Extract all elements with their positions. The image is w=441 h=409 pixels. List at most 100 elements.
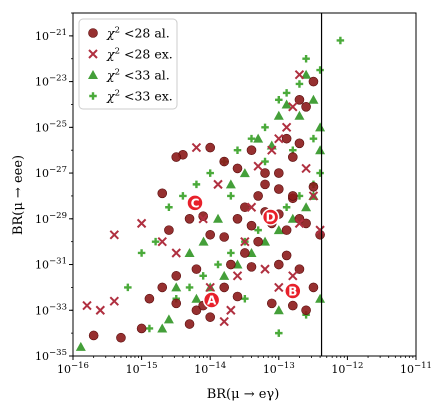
circle-marker	[288, 300, 298, 311]
axis-ticks: 10−16 10−15 10−14 10−13 10−12 10−11 10−35 10−33…	[35, 12, 432, 376]
plus-marker	[89, 92, 97, 100]
y-tick-label: 10−31	[35, 257, 67, 272]
legend-label: χ2 <33 al.	[106, 68, 170, 83]
circle-marker	[294, 94, 305, 105]
circle-marker	[232, 291, 243, 302]
annotation-label: D	[266, 210, 276, 224]
y-tick-label: 10−21	[35, 28, 67, 43]
triangle-marker	[239, 168, 250, 178]
x-tick-label: 10−16	[57, 361, 89, 376]
annotation-badge	[284, 282, 302, 300]
plus-marker	[179, 192, 187, 200]
y-axis-label: BR(μ → eee)	[11, 155, 26, 235]
circle-marker	[253, 236, 263, 247]
x-marker	[294, 218, 305, 229]
plus-marker	[302, 54, 310, 63]
triangle-marker	[301, 202, 312, 212]
circle-marker	[171, 152, 182, 162]
x-marker	[294, 70, 305, 80]
triangle-marker	[163, 314, 174, 324]
circle-marker	[88, 28, 98, 38]
triangle-marker	[294, 110, 305, 120]
circle-marker	[191, 264, 202, 274]
plus-marker	[165, 203, 173, 211]
plus-marker	[336, 36, 345, 45]
plus-marker	[295, 80, 304, 88]
x-marker	[136, 218, 147, 229]
circle-marker	[171, 271, 182, 281]
triangle-marker	[75, 341, 86, 351]
x-marker	[213, 179, 223, 190]
x-marker	[198, 214, 208, 224]
plus-marker	[124, 283, 132, 292]
series-3	[75, 69, 326, 351]
circle-marker	[260, 168, 270, 178]
circle-marker	[164, 225, 174, 235]
x-marker	[288, 102, 298, 112]
plus-marker	[254, 226, 262, 234]
x-marker	[171, 248, 181, 258]
plus-marker	[309, 134, 318, 143]
legend-entry: χ2 <28 ex.	[88, 47, 173, 62]
circle-marker	[240, 202, 250, 213]
triangle-marker	[198, 236, 209, 246]
circle-marker	[288, 152, 298, 162]
x-tick-label: 10−14	[194, 361, 226, 376]
x-marker	[88, 49, 98, 59]
x-tick-label: 10−13	[263, 361, 295, 376]
circle-marker	[232, 214, 243, 224]
legend-label: χ2 <28 ex.	[106, 47, 173, 62]
x-marker	[308, 191, 319, 201]
x-marker	[260, 264, 270, 274]
legend-label: χ2 <33 ex.	[106, 89, 173, 104]
circle-marker	[273, 259, 284, 270]
circle-marker	[116, 332, 126, 343]
y-tick-label: 10−35	[35, 348, 67, 363]
circle-marker	[184, 214, 195, 224]
triangle-marker	[171, 282, 182, 292]
plus-marker	[185, 283, 194, 292]
series-2	[82, 70, 325, 327]
circle-marker	[205, 312, 215, 322]
plot-frame	[72, 12, 417, 357]
circle-marker	[232, 163, 243, 174]
circle-marker	[294, 264, 305, 274]
triangle-marker	[315, 145, 326, 155]
x-marker	[274, 282, 284, 293]
circle-marker	[219, 156, 230, 167]
circle-marker	[205, 142, 215, 153]
legend-label: χ2 <28 al.	[106, 26, 170, 41]
circle-marker	[308, 76, 319, 87]
y-tick-label: 10−29	[35, 211, 67, 226]
x-marker	[109, 230, 120, 240]
circle-marker	[157, 282, 168, 293]
annotation-label: C	[191, 196, 200, 210]
plus-marker	[261, 157, 269, 166]
x-marker	[95, 305, 106, 315]
plus-marker	[151, 237, 160, 246]
triangle-marker	[301, 69, 312, 79]
circle-marker	[301, 218, 311, 229]
triangle-marker	[315, 293, 326, 303]
y-tick-label: 10−25	[35, 119, 67, 134]
annotation-a: A	[202, 291, 221, 309]
data-points	[75, 36, 345, 351]
circle-marker	[281, 250, 292, 261]
y-tick-label: 10−33	[35, 302, 67, 317]
plus-marker	[206, 169, 214, 177]
annotation-badge	[202, 291, 221, 309]
circle-marker	[260, 179, 270, 190]
x-marker	[205, 282, 215, 293]
circle-marker	[273, 184, 284, 194]
circle-marker	[315, 229, 325, 240]
circle-marker	[246, 262, 257, 272]
circle-marker	[301, 102, 311, 112]
legend: χ2 <28 al. χ2 <28 ex. χ2 <33 al. χ2 <33 ex.	[78, 18, 178, 110]
triangle-marker	[308, 94, 319, 104]
x-marker	[288, 271, 298, 281]
circle-marker	[288, 191, 298, 201]
plus-marker	[275, 96, 283, 104]
x-marker	[274, 133, 284, 144]
triangle-marker	[281, 99, 292, 109]
